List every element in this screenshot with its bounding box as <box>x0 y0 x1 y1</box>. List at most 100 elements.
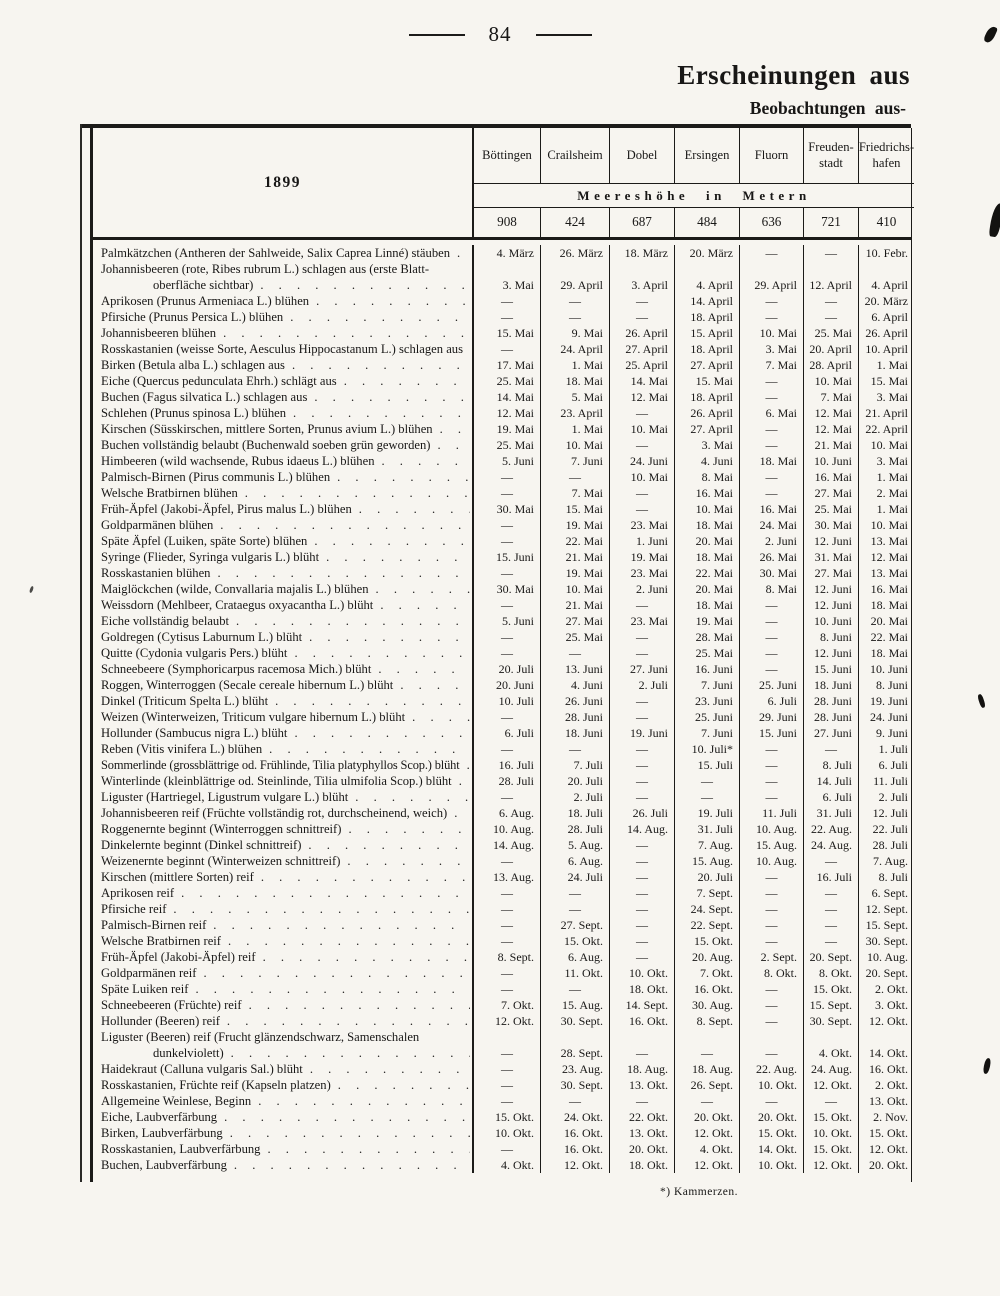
date-cell: — <box>609 405 674 421</box>
row-label: Allgemeine Weinlese, Beginn <box>101 1094 252 1108</box>
date-cell: 28. Sept. <box>540 1029 609 1061</box>
date-cell: 14. Mai <box>609 373 674 389</box>
dot-leader: . . . . . . . . . . . . . . . . . . . . … <box>314 534 470 548</box>
row-label-cell: Winterlinde (kleinblättrige od. Steinlin… <box>93 773 472 789</box>
date-cell: 15. Okt. <box>472 1109 540 1125</box>
date-cell: — <box>674 1029 739 1061</box>
date-cell: 7. Okt. <box>674 965 739 981</box>
date-cell: 22. Okt. <box>609 1109 674 1125</box>
date-cell: — <box>472 885 540 901</box>
date-cell: 15. Mai <box>674 373 739 389</box>
row-label: Rosskastanien blühen <box>101 566 211 580</box>
date-cell: 6. Aug. <box>540 853 609 869</box>
date-cell: — <box>609 917 674 933</box>
date-cell: 2. Nov. <box>858 1109 914 1125</box>
date-cell: 27. April <box>674 421 739 437</box>
dot-leader: . . . . . . . . . . . . . . . . . . . . … <box>309 1062 470 1076</box>
date-cell: — <box>472 965 540 981</box>
date-cell: — <box>472 485 540 501</box>
page-number: 84 <box>488 22 512 46</box>
date-cell: — <box>739 1013 803 1029</box>
table-row: Maiglöckchen (wilde, Convallaria majalis… <box>93 581 911 597</box>
row-label: Früh-Äpfel (Jakobi-Äpfel, Pirus malus L.… <box>101 502 352 516</box>
date-cell: 23. April <box>540 405 609 421</box>
date-cell: 27. April <box>609 341 674 357</box>
date-cell: 29. Juni <box>739 709 803 725</box>
date-cell: — <box>540 293 609 309</box>
date-cell: — <box>739 373 803 389</box>
date-cell: 18. Mai <box>674 517 739 533</box>
date-cell: 6. Juli <box>739 693 803 709</box>
date-cell: 20. März <box>674 245 739 261</box>
scan-artifact <box>976 693 987 709</box>
elevation-value: 424 <box>540 207 609 237</box>
date-cell: 28. Juli <box>540 821 609 837</box>
dot-leader: . . . . . . . . . . . . . . . . . . . . … <box>343 374 470 388</box>
date-cell: 7. Juni <box>674 725 739 741</box>
date-cell: — <box>739 981 803 997</box>
date-cell: 4. Juni <box>540 677 609 693</box>
date-cell: 29. April <box>540 261 609 293</box>
date-cell: 25. Mai <box>674 645 739 661</box>
date-cell: 10. Mai <box>739 325 803 341</box>
dot-leader: . . . . . . . . . . . . . . . . . . . . … <box>358 502 470 516</box>
table-row: Buchen, Laubverfärbung . . . . . . . . . … <box>93 1157 911 1173</box>
date-cell: 15. Sept. <box>803 997 858 1013</box>
table-row: Kirschen (mittlere Sorten) reif . . . . .… <box>93 869 911 885</box>
date-cell: 12. Mai <box>803 421 858 437</box>
elevation-title: Meereshöhe in Metern <box>472 183 914 207</box>
date-cell: 10. April <box>858 341 914 357</box>
date-cell: 30. Sept. <box>540 1013 609 1029</box>
date-cell: 28. Mai <box>674 629 739 645</box>
page-number-rule-left <box>408 33 465 36</box>
date-cell: — <box>472 309 540 325</box>
date-cell: — <box>472 1061 540 1077</box>
date-cell: 20. Okt. <box>674 1109 739 1125</box>
date-cell: — <box>609 741 674 757</box>
date-cell: — <box>609 837 674 853</box>
date-cell: 22. Mai <box>858 629 914 645</box>
table-row: Schneebeere (Symphoricarpus racemosa Mic… <box>93 661 911 677</box>
row-label: Maiglöckchen (wilde, Convallaria majalis… <box>101 582 369 596</box>
date-cell: 1. Mai <box>858 357 914 373</box>
dot-leader: . . . . . . . . . . . . . . . . . . . . … <box>227 934 470 948</box>
row-label-cell: Rosskastanien (weisse Sorte, Aesculus Hi… <box>93 341 472 357</box>
date-cell: 3. Okt. <box>858 997 914 1013</box>
table-row: Rosskastanien (weisse Sorte, Aesculus Hi… <box>93 341 911 357</box>
date-cell: — <box>674 1093 739 1109</box>
date-cell: 7. Juni <box>540 453 609 469</box>
date-cell: — <box>739 1029 803 1061</box>
date-cell: 4. April <box>674 261 739 293</box>
date-cell: 18. Mai <box>674 549 739 565</box>
date-cell: — <box>803 885 858 901</box>
date-cell: 16. Mai <box>803 469 858 485</box>
dot-leader: . . . . . . . . . . . . . . . . . . . . … <box>355 790 470 804</box>
dot-leader: . . . . . . . . . . . . . . . . . . . . … <box>262 950 470 964</box>
date-cell: 16. Juni <box>674 661 739 677</box>
date-cell: 18. Aug. <box>674 1061 739 1077</box>
row-label-cell: Palmkätzchen (Antheren der Sahlweide, Sa… <box>93 245 472 261</box>
dot-leader: . . . . . . . . . . . . . . . . . . . . … <box>375 582 470 596</box>
date-cell: 3. Mai <box>472 261 540 293</box>
row-label: Späte Luiken reif <box>101 982 189 996</box>
row-label-cell: Syringe (Flieder, Syringa vulgaris L.) b… <box>93 549 472 565</box>
date-cell: 26. März <box>540 245 609 261</box>
date-cell: 6. Juli <box>803 789 858 805</box>
date-cell: 20. Okt. <box>739 1109 803 1125</box>
table-row: Liguster (Beeren) reif (Frucht glänzends… <box>93 1029 911 1061</box>
date-cell: 18. April <box>674 389 739 405</box>
date-cell: — <box>540 741 609 757</box>
date-cell: — <box>739 901 803 917</box>
date-cell: 5. Aug. <box>540 837 609 853</box>
dot-leader: . . . . . . . . . . . . . . . . . . . . … <box>294 646 470 660</box>
date-cell: — <box>803 245 858 261</box>
row-label: Früh-Äpfel (Jakobi-Äpfel) reif <box>101 950 256 964</box>
date-cell: 15. Okt. <box>858 1125 914 1141</box>
date-cell: — <box>739 629 803 645</box>
date-cell: 10. Mai <box>609 469 674 485</box>
date-cell: 3. April <box>609 261 674 293</box>
date-cell: 8. Juli <box>858 869 914 885</box>
date-cell: 25. Mai <box>803 501 858 517</box>
date-cell: 10. Okt. <box>472 1125 540 1141</box>
date-cell: 19. Juni <box>858 693 914 709</box>
